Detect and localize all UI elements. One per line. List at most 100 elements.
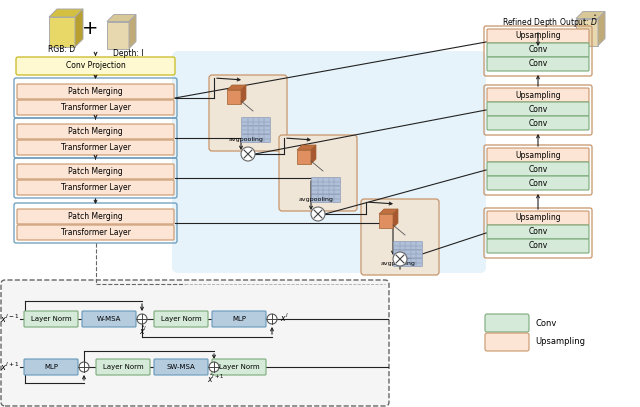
Text: Conv: Conv [529,179,548,188]
Text: Patch Merging: Patch Merging [68,212,123,221]
FancyBboxPatch shape [241,134,271,142]
FancyBboxPatch shape [312,186,340,194]
Text: Conv: Conv [529,164,548,173]
Text: Patch Merging: Patch Merging [68,167,123,176]
Polygon shape [297,150,311,164]
FancyBboxPatch shape [96,359,150,375]
Text: Upsampling: Upsampling [515,214,561,223]
FancyBboxPatch shape [154,359,208,375]
Polygon shape [576,18,598,46]
FancyBboxPatch shape [16,57,175,75]
Text: Transformer Layer: Transformer Layer [61,183,131,192]
FancyBboxPatch shape [487,225,589,239]
Text: MLP: MLP [44,364,58,370]
FancyBboxPatch shape [394,258,422,267]
Text: avgpooling: avgpooling [299,197,333,201]
Text: Layer Norm: Layer Norm [219,364,259,370]
FancyBboxPatch shape [24,359,78,375]
Text: W-MSA: W-MSA [97,316,121,322]
Polygon shape [576,11,605,18]
Circle shape [267,314,277,324]
Text: avgpooling: avgpooling [228,136,264,142]
Text: Transformer Layer: Transformer Layer [61,143,131,152]
Text: $x^{l-1}$: $x^{l-1}$ [1,313,20,325]
FancyBboxPatch shape [212,311,266,327]
Text: $\hat{x}^{l}$: $\hat{x}^{l}$ [139,325,147,337]
FancyBboxPatch shape [485,314,529,332]
Circle shape [241,147,255,161]
Polygon shape [227,85,246,90]
FancyBboxPatch shape [172,51,486,273]
Text: $x^{l}$: $x^{l}$ [280,312,289,324]
Text: $\hat{x}^{l+1}$: $\hat{x}^{l+1}$ [207,373,225,385]
Text: Upsampling: Upsampling [515,151,561,160]
Text: Conv: Conv [529,59,548,68]
Text: Patch Merging: Patch Merging [68,127,123,136]
FancyBboxPatch shape [487,88,589,102]
Text: SW-MSA: SW-MSA [166,364,195,370]
Circle shape [311,207,325,221]
FancyBboxPatch shape [17,124,174,139]
Text: Layer Norm: Layer Norm [102,364,143,370]
FancyBboxPatch shape [487,43,589,57]
Text: Upsampling: Upsampling [515,90,561,99]
FancyBboxPatch shape [487,102,589,116]
Text: Patch Merging: Patch Merging [68,87,123,96]
Text: Layer Norm: Layer Norm [161,316,202,322]
FancyBboxPatch shape [312,177,340,186]
FancyBboxPatch shape [17,180,174,195]
Text: +: + [82,20,99,39]
Circle shape [137,314,147,324]
Text: Depth: I: Depth: I [113,50,143,59]
FancyBboxPatch shape [487,148,589,162]
Text: Layer Norm: Layer Norm [31,316,71,322]
Text: avgpooling: avgpooling [381,260,415,265]
FancyBboxPatch shape [154,311,208,327]
Circle shape [79,362,89,372]
Polygon shape [49,17,75,47]
Text: Conv: Conv [529,228,548,236]
FancyBboxPatch shape [24,311,78,327]
FancyBboxPatch shape [17,209,174,224]
FancyBboxPatch shape [279,135,357,211]
Polygon shape [297,145,316,150]
FancyBboxPatch shape [487,211,589,225]
FancyBboxPatch shape [241,118,271,125]
FancyBboxPatch shape [17,140,174,155]
Polygon shape [393,209,398,228]
Text: $x^{l+1}$: $x^{l+1}$ [1,361,20,373]
Polygon shape [107,22,129,48]
FancyBboxPatch shape [487,239,589,253]
Text: RGB: D: RGB: D [49,46,76,55]
FancyBboxPatch shape [82,311,136,327]
Text: Conv: Conv [529,46,548,55]
FancyBboxPatch shape [487,162,589,176]
FancyBboxPatch shape [487,116,589,130]
FancyBboxPatch shape [394,250,422,258]
Text: MLP: MLP [232,316,246,322]
FancyBboxPatch shape [1,280,389,406]
Text: Conv: Conv [535,319,556,328]
Polygon shape [227,90,241,104]
Polygon shape [311,145,316,164]
Text: Transformer Layer: Transformer Layer [61,103,131,112]
Text: Conv Projection: Conv Projection [66,61,125,70]
FancyBboxPatch shape [487,29,589,43]
FancyBboxPatch shape [17,225,174,240]
Text: Transformer Layer: Transformer Layer [61,228,131,237]
Polygon shape [49,9,83,17]
Polygon shape [129,15,136,48]
FancyBboxPatch shape [312,195,340,203]
Polygon shape [107,15,136,22]
Polygon shape [241,85,246,104]
FancyBboxPatch shape [17,164,174,179]
Text: Refined Depth Output: $\hat{D}$: Refined Depth Output: $\hat{D}$ [502,14,598,30]
FancyBboxPatch shape [487,176,589,190]
FancyBboxPatch shape [17,100,174,115]
FancyBboxPatch shape [485,333,529,351]
FancyBboxPatch shape [241,126,271,134]
Circle shape [209,362,219,372]
Polygon shape [379,209,398,214]
Text: Upsampling: Upsampling [535,337,585,346]
FancyBboxPatch shape [17,84,174,99]
